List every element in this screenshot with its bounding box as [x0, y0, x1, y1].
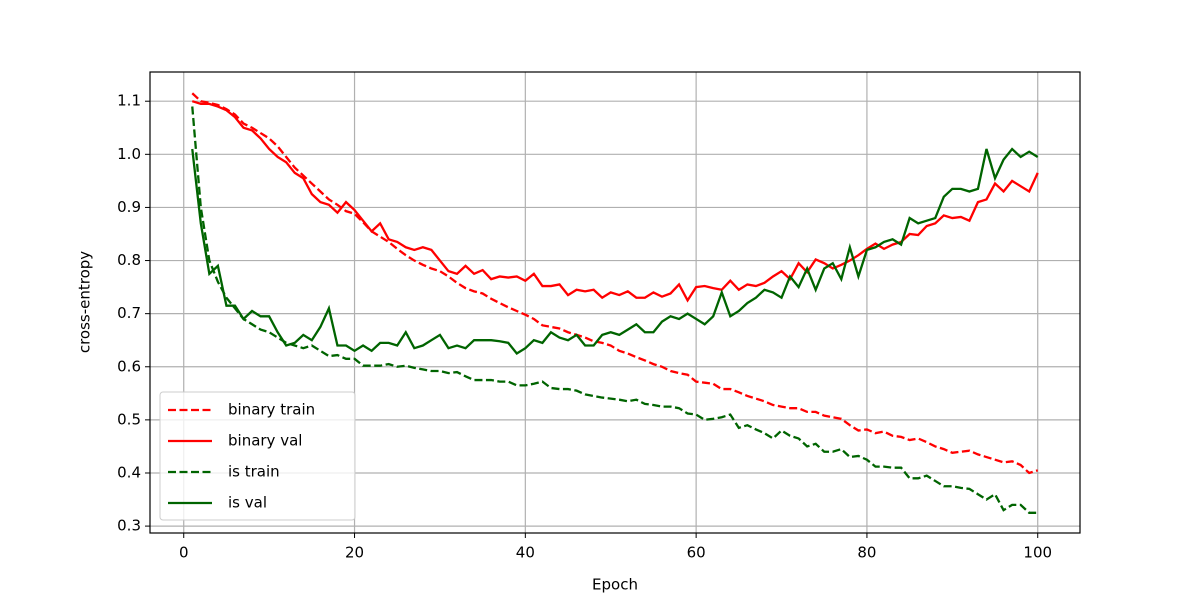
legend-label: binary train: [228, 401, 315, 419]
legend-label: is val: [228, 494, 267, 512]
y-tick-label: 1.0: [117, 145, 141, 163]
legend-label: is train: [228, 463, 280, 481]
y-tick-label: 0.6: [117, 357, 141, 375]
series-line: [191, 106, 1038, 514]
y-tick-label: 1.1: [117, 92, 141, 110]
y-tick-label: 0.9: [117, 198, 141, 216]
y-tick-label: 0.7: [117, 304, 141, 322]
series-line: [191, 147, 1039, 356]
y-tick-label: 0.3: [117, 517, 141, 535]
x-tick-label: 20: [345, 544, 364, 562]
x-tick-label: 60: [687, 544, 706, 562]
y-tick-label: 0.4: [117, 463, 141, 481]
y-tick-label: 0.8: [117, 251, 141, 269]
y-tick-label: 0.5: [117, 410, 141, 428]
legend-label: binary val: [228, 432, 302, 450]
series-line: [191, 92, 1039, 475]
plot-frame: [149, 71, 1081, 534]
legend-box: [159, 391, 356, 521]
x-tick-label: 40: [516, 544, 535, 562]
x-tick-label: 0: [179, 544, 189, 562]
x-tick-label: 100: [1023, 544, 1052, 562]
y-axis-label: cross-entropy: [76, 251, 94, 353]
x-tick-label: 80: [857, 544, 876, 562]
x-axis-label: Epoch: [592, 576, 638, 594]
